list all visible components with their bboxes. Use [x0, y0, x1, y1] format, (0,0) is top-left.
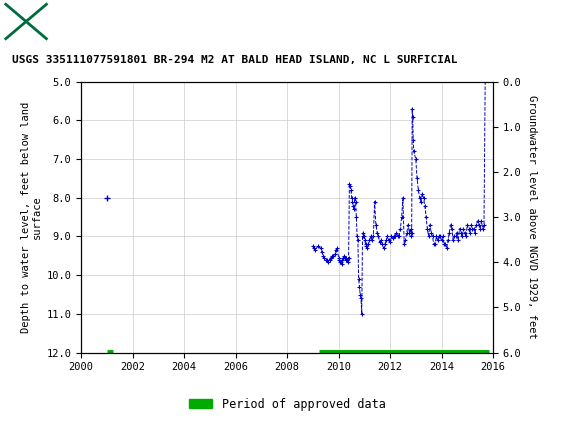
Legend: Period of approved data: Period of approved data [184, 393, 390, 415]
Text: USGS: USGS [52, 12, 116, 31]
Bar [6, 4, 46, 39]
Text: USGS 335111077591801 BR-294 M2 AT BALD HEAD ISLAND, NC L SURFICIAL: USGS 335111077591801 BR-294 M2 AT BALD H… [12, 55, 457, 65]
Y-axis label: Groundwater level above NGVD 1929, feet: Groundwater level above NGVD 1929, feet [527, 95, 537, 339]
Y-axis label: Depth to water level, feet below land
surface: Depth to water level, feet below land su… [21, 101, 42, 333]
